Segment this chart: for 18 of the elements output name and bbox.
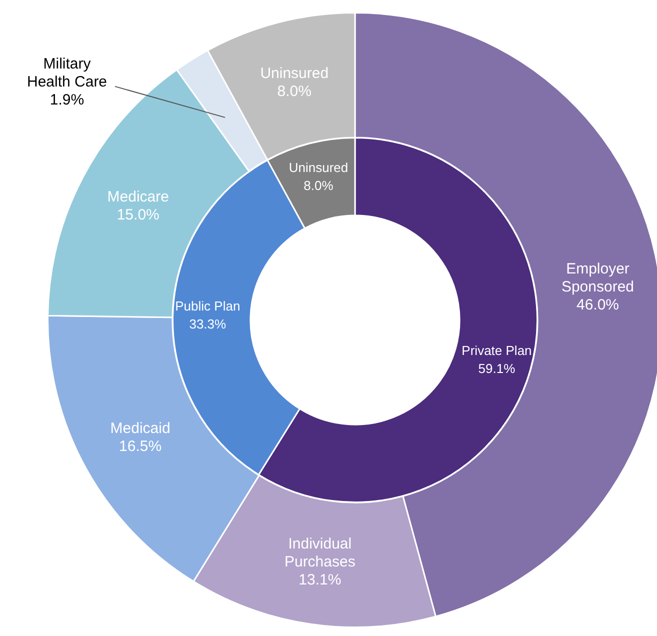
slice-label: Public Plan xyxy=(175,298,240,314)
data-label: 33.3% xyxy=(189,316,227,332)
slice-label: Uninsured xyxy=(260,64,329,82)
slice-label: Military Health Care xyxy=(26,56,108,91)
slice-label: Private Plan xyxy=(462,343,532,358)
data-label: 8.0% xyxy=(277,82,312,100)
data-label: 1.9% xyxy=(50,92,84,109)
data-label: 13.1% xyxy=(298,572,342,589)
slice-label: Medicaid xyxy=(110,420,170,437)
data-label: 15.0% xyxy=(116,206,160,224)
slice-label: Uninsured xyxy=(288,160,348,175)
slice-label: Individual Purchases xyxy=(284,536,356,571)
data-label: 8.0% xyxy=(304,178,334,193)
data-label: 46.0% xyxy=(576,296,620,314)
slice-label: Employer Sponsored xyxy=(561,260,634,296)
data-label: 59.1% xyxy=(478,361,516,376)
slice-label: Medicare xyxy=(107,188,169,206)
data-label: 16.5% xyxy=(119,438,162,455)
